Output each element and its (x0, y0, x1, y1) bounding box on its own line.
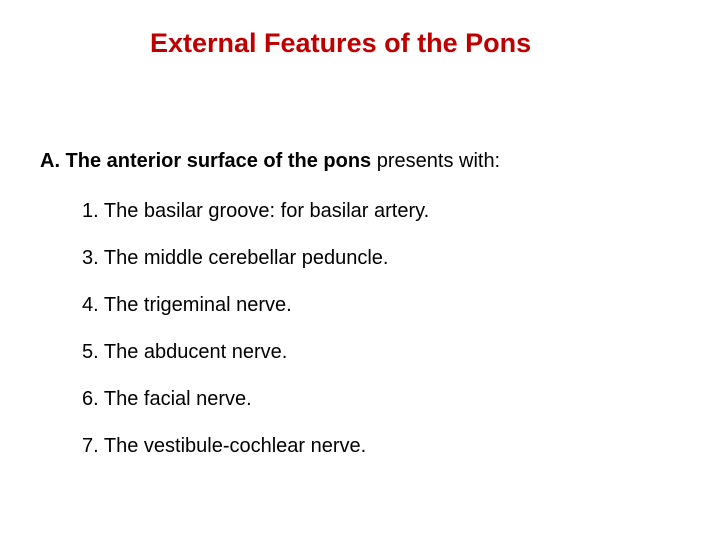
list-item: 3. The middle cerebellar peduncle. (82, 247, 429, 270)
list-item: 4. The trigeminal nerve. (82, 294, 429, 317)
section-heading: A. The anterior surface of the pons pres… (40, 150, 500, 173)
slide-title: External Features of the Pons (150, 28, 531, 59)
list-item: 7. The vestibule-cochlear nerve. (82, 435, 429, 458)
list-item: 5. The abducent nerve. (82, 341, 429, 364)
section-normal: presents with: (371, 150, 500, 172)
list-item: 6. The facial nerve. (82, 388, 429, 411)
list-item: 1. The basilar groove: for basilar arter… (82, 200, 429, 223)
list-container: 1. The basilar groove: for basilar arter… (82, 200, 429, 482)
section-bold: A. The anterior surface of the pons (40, 150, 371, 172)
